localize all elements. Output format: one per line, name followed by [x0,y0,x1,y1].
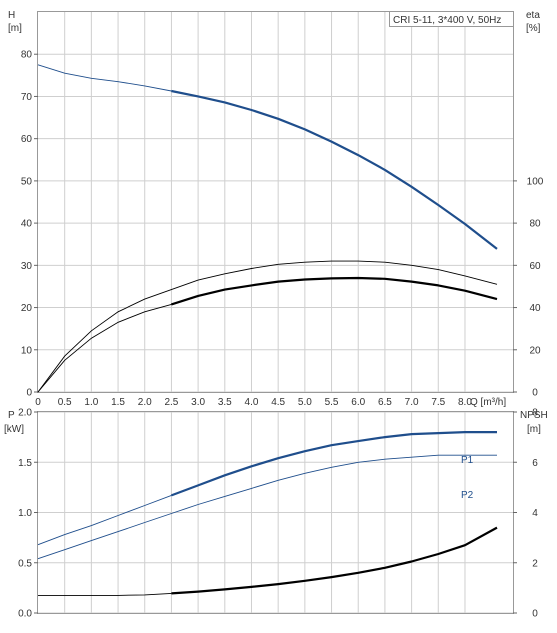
bottom-series-3-curve [171,526,498,595]
bottom-right-tick-label: 2 [532,558,538,569]
bottom-grid [38,411,513,614]
top-series-3-thin-segment [37,303,172,393]
bottom-left-tick-label: 0.5 [18,558,32,569]
x-tick-label: 1.0 [84,397,98,408]
bottom-tick-labels: 0.0 0.5 1.0 1.5 2.0 0 2 4 6 8 [18,408,538,620]
top-curves [37,64,498,393]
top-right-tick-label: 60 [529,261,541,272]
top-right-tick-label: 80 [529,219,541,230]
legend-box-text: CRI 5-11, 3*400 V, 50Hz [393,15,501,26]
x-tick-label: 7.5 [431,397,445,408]
legend-box: CRI 5-11, 3*400 V, 50Hz [389,11,514,27]
x-tick-label: 5.5 [325,397,339,408]
x-tick-label: 8.0 [458,397,472,408]
top-left-tick-label: 0 [26,388,32,399]
bottom-left-tick-label: 0.0 [18,609,32,620]
top-left-tick-label: 70 [21,92,33,103]
x-tick-label: 2.0 [138,397,152,408]
x-tick-label: 4.0 [245,397,259,408]
p2-annotation: P2 [461,490,474,501]
bottom-right-axis-label-line1: NPSH [520,410,548,421]
x-tick-label: 6.0 [351,397,365,408]
top-right-axis-label-line2: [%] [526,23,541,34]
top-series-3-curve [171,276,498,306]
legend-box-frame [389,11,514,27]
bottom-left-tick-label: 1.5 [18,458,32,469]
top-series-1-curve [171,89,498,250]
bottom-p2-curve [37,454,497,560]
top-right-tick-label: 100 [527,176,544,187]
x-tick-label: 2.5 [164,397,178,408]
top-left-tick-label: 60 [21,134,33,145]
bottom-right-axis-label-line2: [m] [527,424,541,435]
p1-annotation: P1 [461,455,474,466]
x-tick-label: 3.5 [218,397,232,408]
x-tick-label: 7.0 [405,397,419,408]
top-right-tick-label: 0 [532,388,538,399]
x-tick-label: 6.5 [378,397,392,408]
top-left-tick-label: 40 [21,219,33,230]
top-plot-frame [37,11,514,393]
bottom-p1-thin-segment [37,494,172,546]
x-tick-label: 1.5 [111,397,125,408]
bottom-right-tick-label: 0 [532,609,538,620]
x-tick-label: 0 [35,397,41,408]
top-left-axis-label-line2: [m] [8,23,22,34]
x-tick-label: 0.5 [58,397,72,408]
top-left-axis-label-line1: H [8,10,15,21]
top-right-tick-label: 40 [529,303,541,314]
x-tick-label: 3.0 [191,397,205,408]
top-left-tick-label: 80 [21,50,33,61]
bottom-left-axis-label-line1: P [8,410,15,421]
x-axis-unit-label: Q [m³/h] [470,397,506,408]
x-tick-label: 5.0 [298,397,312,408]
bottom-left-axis-label-line2: [kW] [4,424,24,435]
top-series-2-curve [37,260,498,393]
bottom-right-tick-label: 6 [532,458,538,469]
bottom-p1-curve [171,431,497,497]
bottom-series-3-thin-segment [38,592,172,596]
bottom-left-tick-label: 1.0 [18,508,32,519]
bottom-left-tick-label: 2.0 [18,408,32,419]
top-grid [38,12,513,393]
top-left-tick-label: 30 [21,261,33,272]
top-tick-labels: 0 0.5 1.0 1.5 2.0 2.5 3.0 3.5 4.0 4.5 5.0 5.5 6.0 6.5… [21,50,544,408]
top-left-tick-label: 10 [21,345,33,356]
bottom-right-tick-label: 4 [532,508,538,519]
top-right-axis-label-line1: eta [526,10,540,21]
top-right-tick-label: 20 [529,345,541,356]
top-left-tick-label: 50 [21,176,33,187]
x-tick-label: 4.5 [271,397,285,408]
top-left-tick-label: 20 [21,303,33,314]
bottom-right-tick-label: 8 [532,408,538,419]
top-series-1-thin-segment [37,64,172,92]
bottom-curves [37,431,498,596]
